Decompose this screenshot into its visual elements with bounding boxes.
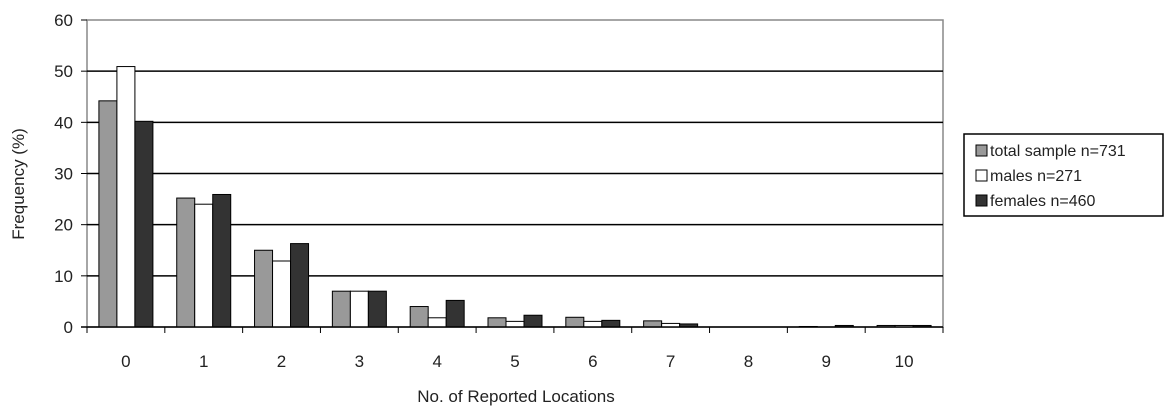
legend-swatch [975,169,988,182]
x-tick-label: 2 [277,352,286,371]
bar-males [194,203,214,328]
axis-labels: 0 10 20 30 40 50 60 0 1 2 3 4 5 6 7 8 9 10 [54,11,913,371]
bar-males [116,66,136,328]
y-tick-label: 40 [54,113,73,132]
bar-total [565,316,585,328]
bar-total [331,290,351,328]
bar-total [487,317,507,328]
bar-males [427,317,447,328]
legend-label: total sample n=731 [990,143,1126,160]
bar-total [254,249,274,328]
x-tick-label: 6 [588,352,597,371]
bar-males [583,320,603,328]
x-tick-label: 0 [121,352,130,371]
bar-males [505,320,525,328]
y-tick-label: 60 [54,11,73,30]
x-tick-label: 7 [666,352,675,371]
x-axis-title: No. of Reported Locations [417,387,615,406]
x-tick-label: 3 [355,352,364,371]
legend-swatch [975,144,988,157]
bar-total [98,100,118,328]
y-axis-title: Frequency (%) [9,128,28,239]
x-tick-label: 8 [744,352,753,371]
legend-label: males n=271 [990,168,1082,185]
bar-females [134,120,154,328]
x-tick-label: 1 [199,352,208,371]
legend-box [963,133,1164,217]
y-tick-label: 30 [54,165,73,184]
y-tick-label: 50 [54,62,73,81]
x-tick-label: 9 [822,352,831,371]
bar-males [272,260,292,328]
x-tick-label: 4 [432,352,441,371]
bar-females [367,290,387,328]
bar-total [643,320,663,328]
legend-label: females n=460 [990,193,1096,210]
bar-females [601,319,621,328]
y-tick-label: 0 [64,318,73,337]
bar-females [523,314,543,328]
bar-males [349,290,369,328]
legend: total sample n=731 males n=271 females n=4… [963,133,1164,217]
bar-females [290,243,310,328]
axes [81,19,944,333]
x-tick-label: 10 [895,352,914,371]
bars [98,66,932,328]
bar-total [176,197,196,328]
y-tick-label: 10 [54,267,73,286]
bar-females [212,193,232,328]
y-tick-label: 20 [54,216,73,235]
x-tick-label: 5 [510,352,519,371]
legend-swatch [975,194,988,207]
bar-females [445,299,465,328]
bar-total [409,306,429,328]
